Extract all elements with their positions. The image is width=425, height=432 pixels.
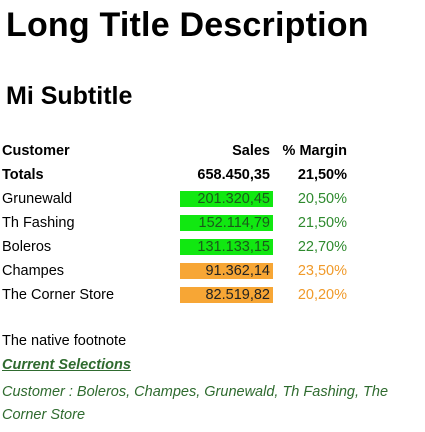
row-customer: Boleros [2,239,52,255]
totals-sales: 658.450,35 [197,167,270,183]
row-margin: 22,70% [297,239,347,255]
row-customer: Champes [2,263,65,279]
footnote: The native footnote [2,333,127,349]
current-selections-label: Current Selections [2,357,131,373]
header-margin: % Margin [282,143,347,159]
report-title: Long Title Description [6,6,369,44]
totals-margin: 21,50% [297,167,347,183]
table-row: Boleros 131.133,15 22,70% [2,235,347,259]
row-margin: 23,50% [297,263,347,279]
report-subtitle: Mi Subtitle [6,82,133,110]
row-margin: 21,50% [297,215,347,231]
row-margin: 20,20% [297,287,347,303]
totals-row: Totals 658.450,35 21,50% [2,163,347,187]
row-sales: 152.114,79 [179,211,273,235]
row-customer: The Corner Store [2,287,115,303]
table-row: Champes 91.362,14 23,50% [2,259,347,283]
table-row: Grunewald 201.320,45 20,50% [2,187,347,211]
totals-label: Totals [2,167,44,183]
row-customer: Grunewald [2,191,73,207]
row-sales: 201.320,45 [179,187,273,211]
table-row: The Corner Store 82.519,82 20,20% [2,283,347,307]
row-sales: 131.133,15 [179,235,273,259]
sales-table: Customer Sales % Margin Totals 658.450,3… [2,139,347,307]
header-customer: Customer [2,143,70,159]
current-selections-text: Customer : Boleros, Champes, Grunewald, … [2,384,389,423]
table-row: Th Fashing 152.114,79 21,50% [2,211,347,235]
row-sales: 91.362,14 [179,259,273,283]
row-margin: 20,50% [297,191,347,207]
header-sales: Sales [232,143,270,159]
row-customer: Th Fashing [2,215,75,231]
row-sales: 82.519,82 [179,283,273,307]
table-header-row: Customer Sales % Margin [2,139,347,163]
